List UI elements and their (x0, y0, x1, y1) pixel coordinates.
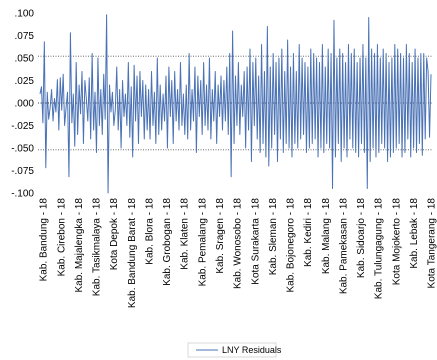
y-tick-label: .000 (15, 99, 35, 110)
x-tick-label: Kab. Grobogan - 18 (162, 198, 173, 286)
legend-box (187, 342, 277, 358)
y-tick-label: -.050 (11, 144, 34, 155)
legend-label: LNY Residuals (222, 345, 282, 355)
x-tick-label: Kota Surakarta - 18 (250, 198, 261, 285)
x-tick-label: Kab. Pemalang - 18 (197, 198, 208, 287)
x-tick-label: Kab. Sleman - 18 (268, 198, 279, 276)
x-tick-label: Kab. Lebak - 18 (409, 198, 420, 269)
y-tick-label: .050 (15, 54, 35, 65)
y-tick-label: .100 (15, 9, 35, 20)
legend: LNY Residuals (187, 342, 282, 358)
x-tick-label: Kab. Blora - 18 (144, 198, 155, 265)
series-line-lny-residuals (39, 14, 432, 194)
x-tick-label: Kab. Sragen - 18 (215, 198, 226, 274)
x-tick-label: Kab. Bandung Barat - 18 (127, 198, 138, 309)
x-tick-label: Kab. Tasikmalaya - 18 (92, 198, 103, 297)
series-lines (39, 14, 432, 194)
y-tick-label: -.100 (11, 189, 34, 200)
x-tick-label: Kab. Sidoarjo - 18 (356, 198, 367, 278)
y-tick-label: -.025 (11, 121, 34, 132)
x-tick-label: Kab. Kediri - 18 (303, 198, 314, 267)
x-tick-label: Kab. Wonosobo - 18 (233, 198, 244, 289)
x-tick-label: Kab. Majalengka - 18 (74, 198, 85, 293)
y-tick-label: .075 (15, 31, 35, 42)
x-tick-label: Kab. Cirebon - 18 (56, 198, 67, 277)
x-tick-label: Kota Depok - 18 (109, 198, 120, 271)
x-tick-label: Kab. Bandung - 18 (39, 198, 50, 282)
y-tick-label: .025 (15, 76, 35, 87)
x-tick-label: Kab. Klaten - 18 (180, 198, 191, 270)
x-axis: Kab. Bandung - 18 Kab. Cirebon - 18 Kab. M… (39, 198, 437, 309)
x-tick-label: Kab. Pamekasan - 18 (338, 198, 349, 295)
x-tick-label: Kota Tangerang - 18 (427, 198, 437, 289)
reference-lines (38, 55, 433, 151)
y-tick-label: -.075 (11, 166, 34, 177)
x-tick-label: Kab. Malang - 18 (321, 198, 332, 275)
y-axis: .100 .075 .050 .025 .000 -.025 -.050 -.075 -.100 (11, 9, 34, 200)
x-tick-label: Kab. Tulungagung - 18 (374, 198, 385, 300)
x-tick-label: Kab. Bojonegoro - 18 (286, 198, 297, 293)
x-tick-label: Kota Mojokerto - 18 (391, 198, 402, 286)
